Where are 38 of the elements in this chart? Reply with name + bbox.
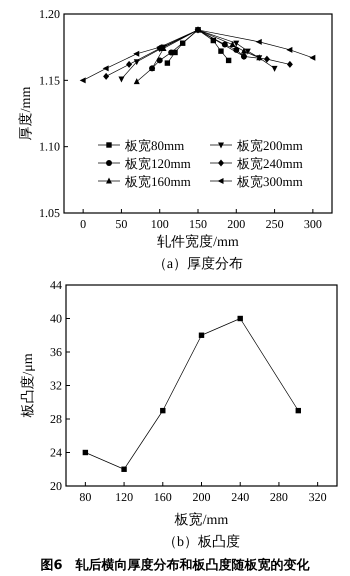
x-tick-label: 0 bbox=[80, 217, 86, 231]
y-tick-label: 40 bbox=[50, 312, 62, 326]
x-tick-label: 150 bbox=[189, 217, 207, 231]
y-tick-label: 1.20 bbox=[39, 7, 60, 21]
legend-label: 板宽200mm bbox=[236, 138, 303, 153]
x-tick-label: 50 bbox=[115, 217, 128, 231]
legend-label: 板宽160mm bbox=[124, 174, 191, 189]
x-tick-label: 300 bbox=[304, 217, 322, 231]
y-tick-label: 24 bbox=[50, 446, 62, 460]
y-tick-label: 44 bbox=[50, 278, 62, 292]
caption: 图6 轧后横向厚度分布和板凸度随板宽的变化 bbox=[40, 557, 311, 573]
y-tick-label: 1.05 bbox=[39, 206, 60, 220]
legend-label: 板宽240mm bbox=[236, 156, 303, 171]
legend-label: 板宽300mm bbox=[236, 174, 303, 189]
y-axis-title: 厚度/mm bbox=[18, 86, 34, 140]
x-tick-label: 320 bbox=[308, 490, 327, 504]
legend-label: 板宽80mm bbox=[124, 138, 184, 153]
x-tick-label: 280 bbox=[270, 490, 288, 504]
y-tick-label: 20 bbox=[50, 479, 62, 493]
text: （a）厚度分布 bbox=[152, 256, 244, 272]
y-tick-label: 36 bbox=[50, 345, 62, 359]
x-tick-label: 250 bbox=[266, 217, 284, 231]
y-tick-label: 28 bbox=[50, 412, 62, 426]
y-tick-label: 1.10 bbox=[39, 140, 60, 154]
x-tick-label: 80 bbox=[79, 490, 92, 504]
text: （b）板凸度 bbox=[163, 534, 240, 550]
x-tick-label: 160 bbox=[154, 490, 172, 504]
x-tick-label: 100 bbox=[150, 217, 169, 231]
legend-label: 板宽120mm bbox=[124, 156, 191, 171]
x-tick-label: 120 bbox=[115, 490, 134, 504]
x-axis-title: 板宽/mm bbox=[174, 512, 228, 528]
x-axis-title: 轧件宽度/mm bbox=[157, 234, 239, 250]
y-tick-label: 32 bbox=[50, 378, 62, 392]
y-tick-label: 1.15 bbox=[39, 73, 60, 88]
y-axis-title: 板凸度/μm bbox=[20, 353, 36, 419]
x-tick-label: 200 bbox=[192, 490, 210, 504]
x-tick-label: 200 bbox=[227, 217, 246, 231]
x-tick-label: 240 bbox=[231, 490, 250, 504]
